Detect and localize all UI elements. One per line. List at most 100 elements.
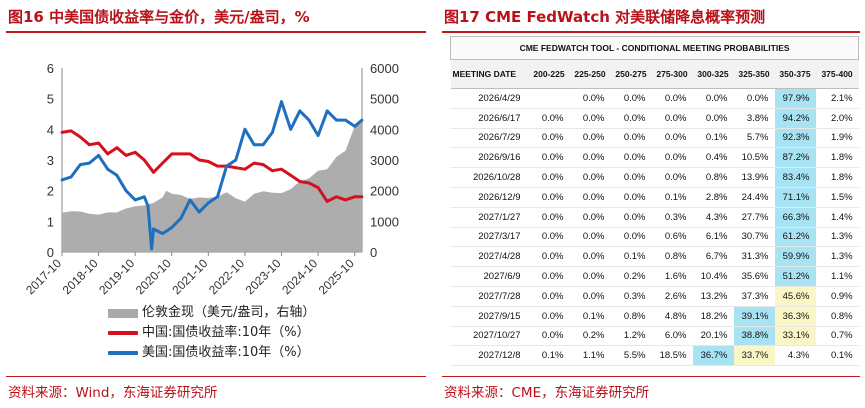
legend-swatch-china <box>108 331 138 335</box>
probability-cell: 2.1% <box>815 88 859 109</box>
x-tick-label: 2017-10 <box>23 256 64 297</box>
meeting-date-cell: 2026/9/16 <box>450 147 529 169</box>
probability-cell: 0.0% <box>610 167 652 188</box>
probability-cell: 0.0% <box>528 147 570 169</box>
probability-cell: 0.0% <box>733 88 775 109</box>
us-yield-point <box>188 198 192 202</box>
left-y-tick-label: 1 <box>47 214 54 229</box>
x-tick-label: 2019-10 <box>96 256 137 297</box>
probability-cell: 36.7% <box>692 345 734 367</box>
probability-cell: 37.3% <box>733 286 775 307</box>
column-header: 325-350 <box>733 59 775 89</box>
table-row: 2026/4/29 0.0% 0.0% 0.0% 0.0% 0.0% 97.9% 2.1% <box>450 88 859 109</box>
probability-cell: 6.0% <box>651 326 693 347</box>
us-yield-point <box>216 195 219 199</box>
table-row: 2027/9/15 0.0% 0.1% 0.8% 4.8% 18.2% 39.1% 36.3%… <box>450 306 859 327</box>
probability-cell: 27.7% <box>733 207 775 228</box>
chart-legend: 伦敦金现（美元/盎司，右轴） 中国:国债收益率:10年（%） 美国:国债收益率:… <box>108 303 315 363</box>
probability-cell: 0.8% <box>815 306 859 327</box>
probability-cell: 0.0% <box>528 286 570 307</box>
china-yield-point <box>298 180 302 183</box>
us-10y-yield-line <box>61 100 363 251</box>
probability-cell: 66.3% <box>774 207 816 228</box>
china-yield-point <box>280 167 283 171</box>
x-tick-label: 2018-10 <box>60 256 101 297</box>
us-yield-point <box>115 173 119 177</box>
probability-cell: 45.6% <box>774 286 816 307</box>
china-yield-point <box>325 200 329 203</box>
probability-cell: 0.0% <box>528 227 570 248</box>
probability-cell: 13.9% <box>733 167 775 188</box>
probability-cell: 0.8% <box>610 306 652 327</box>
column-header: 250-275 <box>610 59 652 89</box>
right-title-rule <box>442 31 860 33</box>
probability-cell: 1.9% <box>815 128 859 149</box>
legend-swatch-gold <box>108 308 138 318</box>
probability-cell: 1.8% <box>815 167 859 188</box>
left-y-tick-label: 0 <box>47 245 54 260</box>
left-figure-title: 图16 中美国债收益率与金价，美元/盎司，% <box>8 8 310 26</box>
left-y-tick-label: 5 <box>47 92 54 107</box>
probability-cell: 2.6% <box>651 286 693 307</box>
probability-cell: 0.0% <box>610 187 652 208</box>
right-y-tick-label: 1000 <box>370 214 399 229</box>
probability-cell: 1.5% <box>815 187 859 208</box>
probability-cell: 1.4% <box>815 207 859 228</box>
us-yield-point <box>179 216 183 220</box>
china-yield-point <box>289 173 293 177</box>
probability-cell: 18.2% <box>692 306 734 327</box>
probability-cell: 0.0% <box>528 167 570 188</box>
legend-label-gold: 伦敦金现（美元/盎司，右轴） <box>142 305 316 320</box>
probability-cell: 5.5% <box>610 345 652 367</box>
probability-cell: 59.9% <box>774 246 816 268</box>
probability-cell: 0.0% <box>610 227 652 248</box>
probability-cell: 20.1% <box>692 326 734 347</box>
probability-cell: 30.7% <box>733 227 775 248</box>
column-header: 350-375 <box>774 59 816 89</box>
probability-cell: 0.0% <box>569 147 611 169</box>
probability-cell: 61.2% <box>774 227 816 248</box>
probability-cell: 0.0% <box>528 266 570 287</box>
us-yield-point <box>252 143 256 147</box>
probability-cell: 0.0% <box>610 207 652 228</box>
gold-price-area <box>62 118 362 252</box>
column-header: 375-400 <box>815 59 859 89</box>
us-yield-point <box>97 154 100 157</box>
probability-cell: 0.0% <box>569 266 611 287</box>
probability-cell: 71.1% <box>774 187 816 208</box>
china-yield-point <box>316 186 320 190</box>
table-header-row: MEETING DATE 200-225 225-250 250-275 275-300… <box>450 59 859 89</box>
probability-cell: 94.2% <box>774 108 816 129</box>
probability-cell: 35.6% <box>733 266 775 287</box>
probability-cell: 0.9% <box>815 286 859 307</box>
x-tick-label: 2020-10 <box>133 256 174 297</box>
china-yield-point <box>261 163 265 166</box>
china-yield-point <box>234 166 238 170</box>
probability-cell: 0.1% <box>528 345 570 367</box>
legend-label-us: 美国:国债收益率:10年（%） <box>142 345 310 360</box>
legend-item-us: 美国:国债收益率:10年（%） <box>108 343 315 363</box>
probability-cell: 0.0% <box>569 108 611 129</box>
probability-cell: 5.7% <box>733 128 775 149</box>
legend-swatch-us <box>108 351 138 355</box>
china-yield-point <box>271 169 274 173</box>
probability-cell: 0.0% <box>528 246 570 268</box>
right-source-rule <box>442 376 860 377</box>
china-yield-point <box>344 198 347 202</box>
probability-cell: 4.3% <box>692 207 734 228</box>
probability-cell: 2.8% <box>692 187 734 208</box>
column-header: 225-250 <box>569 59 611 89</box>
china-yield-point <box>170 152 174 156</box>
right-y-tick-label: 0 <box>370 245 377 260</box>
fedwatch-table-container: CME FEDWATCH TOOL - CONDITIONAL MEETING … <box>449 36 860 373</box>
right-figure-title: 图17 CME FedWatch 对美联储降息概率预测 <box>444 8 766 26</box>
right-y-tick-label: 3000 <box>370 153 399 168</box>
table-row: 2026/9/16 0.0% 0.0% 0.0% 0.0% 0.4% 10.5% 87.2% 1… <box>450 147 859 169</box>
probability-cell: 0.0% <box>569 167 611 188</box>
probability-cell: 10.5% <box>733 147 775 169</box>
china-yield-point <box>179 152 183 156</box>
probability-cell: 0.0% <box>651 88 693 109</box>
meeting-date-cell: 2027/12/8 <box>450 345 529 367</box>
left-title-rule <box>6 31 426 33</box>
us-yield-point <box>307 118 311 122</box>
